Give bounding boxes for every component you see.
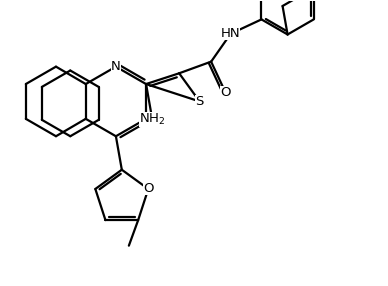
Text: N: N [111,60,121,73]
Text: S: S [196,95,204,108]
Text: O: O [143,182,154,195]
Text: O: O [220,86,231,99]
Text: NH$_2$: NH$_2$ [139,112,165,127]
Text: HN: HN [221,27,241,40]
